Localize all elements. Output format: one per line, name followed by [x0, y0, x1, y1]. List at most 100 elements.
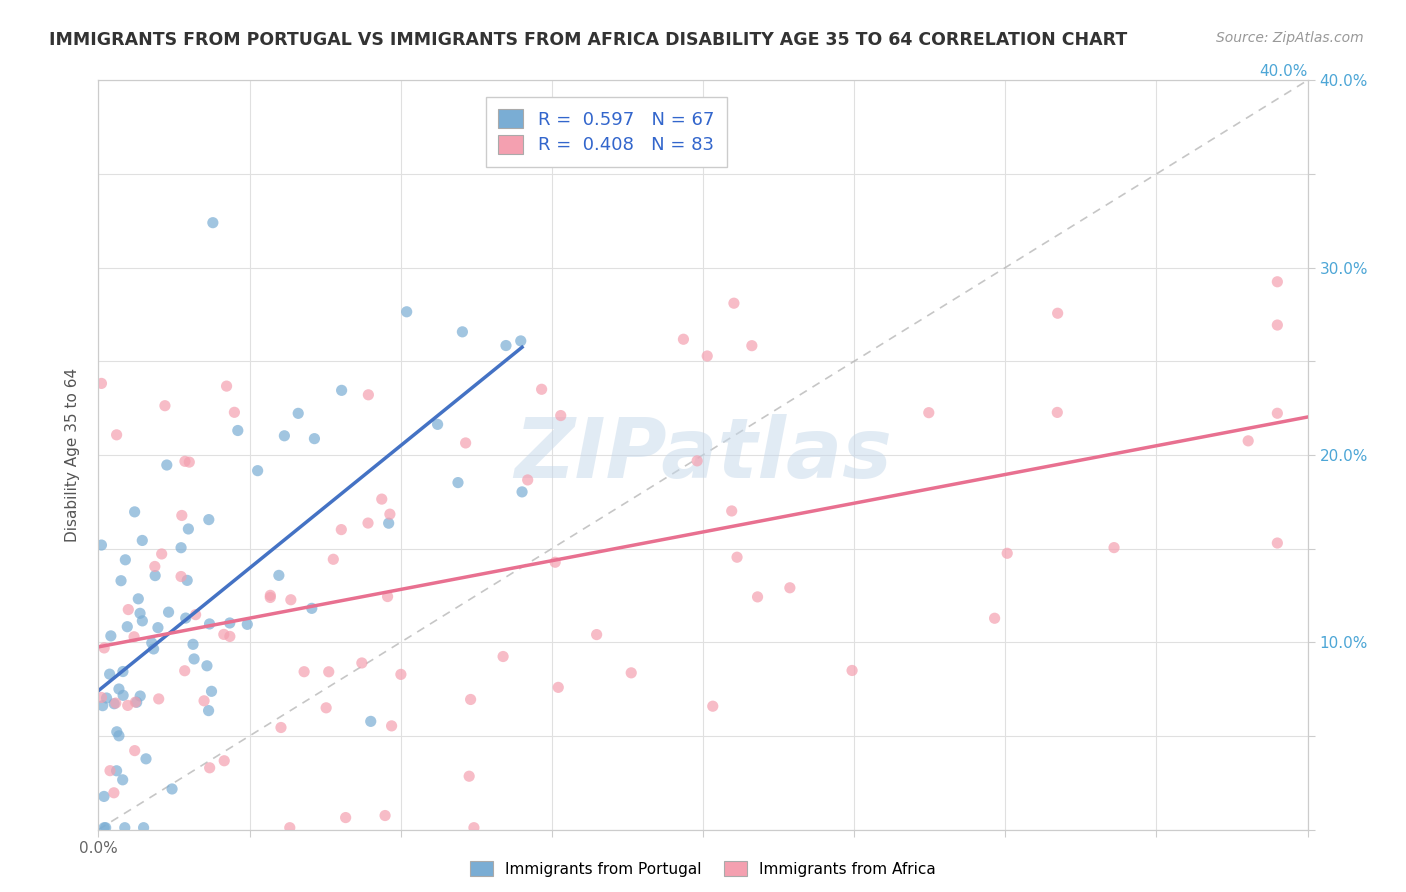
Point — [510, 484, 533, 499]
Point — [111, 665, 134, 679]
Point — [108, 729, 131, 743]
Point — [111, 772, 134, 787]
Point — [374, 808, 396, 822]
Point — [720, 504, 742, 518]
Point — [723, 296, 745, 310]
Point — [702, 699, 724, 714]
Point — [143, 568, 166, 582]
Legend: R =  0.597   N = 67, R =  0.408   N = 83: R = 0.597 N = 67, R = 0.408 N = 83 — [485, 97, 727, 167]
Point — [492, 649, 515, 664]
Point — [198, 513, 221, 527]
Point — [360, 714, 382, 729]
Point — [224, 405, 246, 419]
Point — [273, 429, 295, 443]
Point — [278, 821, 301, 835]
Point — [197, 704, 219, 718]
Point — [91, 698, 114, 713]
Point — [148, 692, 170, 706]
Legend: Immigrants from Portugal, Immigrants from Africa: Immigrants from Portugal, Immigrants fro… — [463, 854, 943, 884]
Point — [170, 541, 193, 555]
Point — [170, 508, 193, 523]
Point — [94, 821, 117, 835]
Point — [378, 507, 401, 521]
Point — [98, 764, 121, 778]
Point — [212, 754, 235, 768]
Point — [108, 681, 131, 696]
Point — [176, 574, 198, 588]
Point — [315, 701, 337, 715]
Point — [181, 637, 204, 651]
Point — [103, 786, 125, 800]
Point — [686, 454, 709, 468]
Point — [184, 607, 207, 622]
Point — [495, 338, 517, 352]
Point — [170, 569, 193, 583]
Point — [105, 764, 128, 778]
Point — [1237, 434, 1260, 448]
Point — [124, 744, 146, 758]
Point — [125, 695, 148, 709]
Point — [779, 581, 801, 595]
Point — [90, 376, 112, 391]
Y-axis label: Disability Age 35 to 64: Disability Age 35 to 64 — [65, 368, 80, 542]
Point — [122, 630, 145, 644]
Point — [146, 621, 169, 635]
Point — [357, 388, 380, 402]
Point — [141, 636, 163, 650]
Point — [236, 617, 259, 632]
Point — [1267, 406, 1289, 420]
Point — [212, 627, 235, 641]
Text: Source: ZipAtlas.com: Source: ZipAtlas.com — [1216, 31, 1364, 45]
Point — [389, 667, 412, 681]
Point — [195, 658, 218, 673]
Point — [458, 769, 481, 783]
Point — [218, 615, 240, 630]
Point — [1267, 275, 1289, 289]
Point — [350, 656, 373, 670]
Point — [725, 550, 748, 565]
Point — [93, 640, 115, 655]
Point — [460, 692, 482, 706]
Point — [330, 384, 353, 398]
Point — [198, 761, 221, 775]
Point — [530, 382, 553, 396]
Point — [509, 334, 531, 348]
Point — [132, 821, 155, 835]
Point — [259, 591, 281, 605]
Point — [93, 821, 115, 835]
Point — [114, 821, 136, 835]
Point — [201, 216, 224, 230]
Point — [98, 667, 121, 681]
Point — [114, 553, 136, 567]
Point — [117, 620, 139, 634]
Point — [129, 607, 152, 621]
Point — [304, 432, 326, 446]
Point — [90, 690, 112, 705]
Point — [131, 614, 153, 628]
Point — [1267, 318, 1289, 332]
Point — [90, 538, 112, 552]
Point — [267, 568, 290, 582]
Point — [454, 436, 477, 450]
Point — [153, 399, 176, 413]
Point — [160, 781, 183, 796]
Point — [672, 332, 695, 346]
Point — [280, 592, 302, 607]
Point — [1267, 536, 1289, 550]
Point — [270, 721, 292, 735]
Point — [395, 305, 418, 319]
Point — [335, 811, 357, 825]
Point — [104, 696, 127, 710]
Point — [696, 349, 718, 363]
Point — [246, 464, 269, 478]
Point — [142, 642, 165, 657]
Point — [124, 505, 146, 519]
Point — [547, 681, 569, 695]
Point — [995, 546, 1018, 560]
Point — [177, 522, 200, 536]
Point — [173, 664, 195, 678]
Point — [983, 611, 1005, 625]
Point — [215, 379, 238, 393]
Point — [218, 629, 240, 643]
Point — [371, 492, 394, 507]
